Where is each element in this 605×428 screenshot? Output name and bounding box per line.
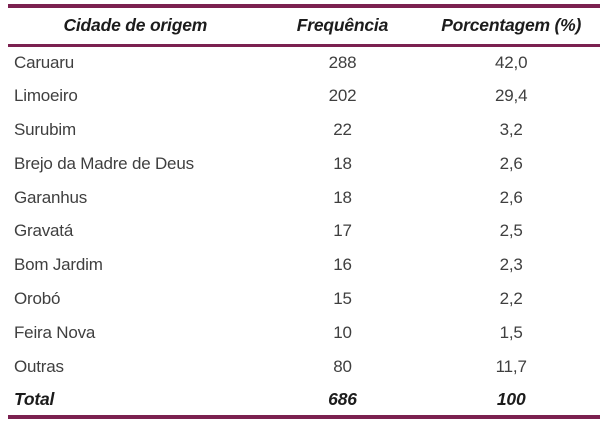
table-row: Bom Jardim 16 2,3 (8, 248, 600, 282)
frequency-table: Cidade de origem Frequência Porcentagem … (8, 4, 600, 420)
frequency-cell: 18 (333, 187, 352, 207)
table-row: Orobó 15 2,2 (8, 282, 600, 316)
table-header-row: Cidade de origem Frequência Porcentagem … (8, 6, 600, 47)
total-percentage-cell: 100 (496, 388, 526, 409)
frequency-cell: 10 (333, 322, 352, 342)
table-row: Limoeiro 202 29,4 (8, 79, 600, 113)
frequency-cell: 202 (328, 86, 357, 106)
percentage-cell: 2,6 (499, 187, 523, 207)
city-cell: Outras (14, 356, 64, 376)
city-cell: Surubim (14, 119, 76, 139)
frequency-cell: 22 (333, 119, 352, 139)
column-header-city: Cidade de origem (8, 6, 263, 47)
percentage-cell: 2,2 (499, 288, 523, 308)
frequency-cell: 288 (328, 53, 357, 73)
frequency-cell: 18 (333, 153, 352, 173)
city-cell: Garanhus (14, 187, 88, 207)
percentage-cell: 2,3 (499, 255, 523, 275)
percentage-cell: 2,6 (499, 153, 523, 173)
table-row: Surubim 22 3,2 (8, 113, 600, 147)
city-cell: Bom Jardim (14, 255, 103, 275)
column-header-percentage: Porcentagem (%) (422, 6, 600, 47)
table-total-row: Total 686 100 (8, 383, 600, 417)
frequency-cell: 15 (333, 288, 352, 308)
frequency-cell: 16 (333, 255, 352, 275)
table-row: Feira Nova 10 1,5 (8, 316, 600, 350)
total-label-cell: Total (14, 388, 55, 409)
percentage-cell: 11,7 (495, 356, 527, 376)
table-row: Caruaru 288 42,0 (8, 46, 600, 80)
percentage-cell: 42,0 (495, 53, 528, 73)
city-cell: Brejo da Madre de Deus (14, 153, 194, 173)
column-header-frequency: Frequência (262, 6, 423, 47)
table-row: Brejo da Madre de Deus 18 2,6 (8, 147, 600, 181)
percentage-cell: 29,4 (495, 86, 528, 106)
table-row: Gravatá 17 2,5 (8, 214, 600, 248)
city-cell: Caruaru (14, 53, 75, 73)
table-row: Outras 80 11,7 (8, 350, 600, 384)
city-cell: Feira Nova (14, 322, 96, 342)
table-row: Garanhus 18 2,6 (8, 181, 600, 215)
percentage-cell: 1,5 (499, 322, 523, 342)
frequency-cell: 80 (333, 356, 352, 376)
city-cell: Gravatá (14, 221, 74, 241)
city-cell: Limoeiro (14, 86, 78, 106)
city-cell: Orobó (14, 288, 61, 308)
frequency-cell: 17 (333, 221, 352, 241)
percentage-cell: 3,2 (499, 119, 523, 139)
percentage-cell: 2,5 (499, 221, 523, 241)
total-frequency-cell: 686 (328, 388, 357, 409)
